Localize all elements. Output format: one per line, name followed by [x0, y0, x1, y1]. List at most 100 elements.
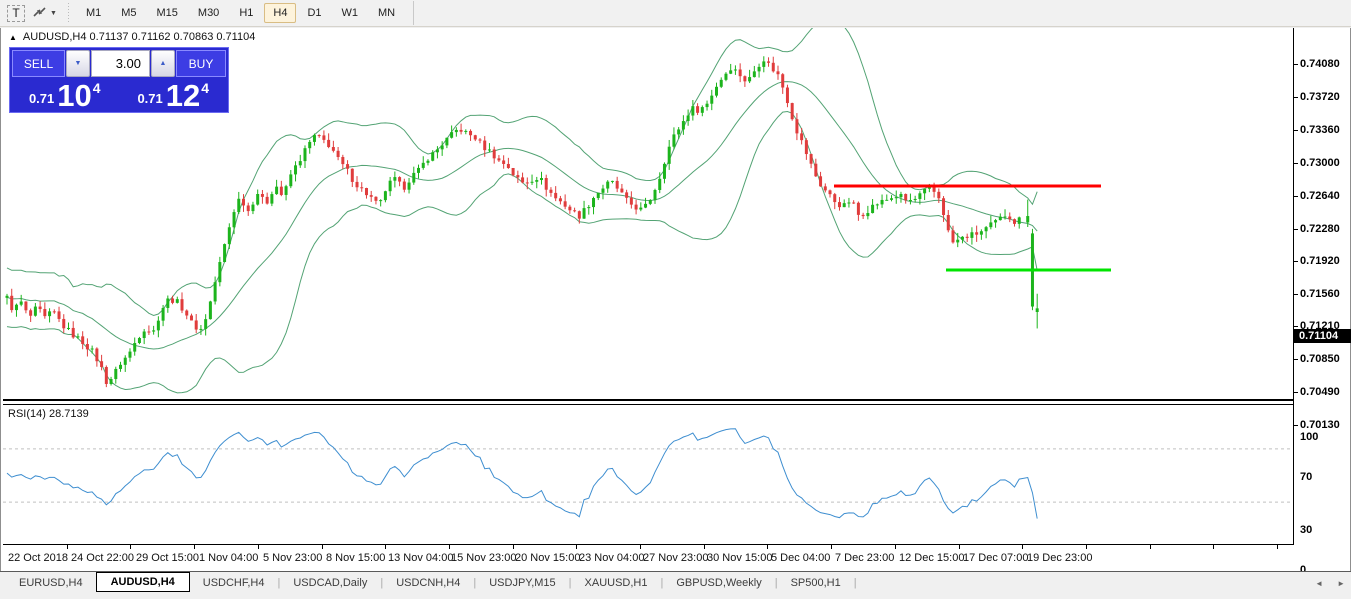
date-label: 19 Dec 23:00 — [1027, 552, 1093, 564]
date-tick — [958, 545, 960, 549]
price-tick — [1294, 392, 1298, 394]
collapse-panel-icon[interactable]: ▲ — [9, 32, 17, 42]
date-label: 22 Oct 2018 — [8, 552, 68, 564]
tab-separator: | — [473, 576, 477, 589]
chart-title-text: AUDUSD,H4 0.71137 0.71162 0.70863 0.7110… — [22, 31, 256, 43]
date-axis[interactable]: 22 Oct 2018 24 Oct 22:00 29 Oct 15:00 1 Nov… — [3, 545, 1293, 571]
chart-window: ▲ AUDUSD,H4 0.71137 0.71162 0.70863 0.71… — [0, 28, 1351, 576]
timeframe-button-D1[interactable]: D1 — [307, 7, 322, 19]
date-label: 30 Nov 15:00 — [707, 552, 773, 564]
tab-separator: | — [660, 576, 664, 589]
price-tick — [1294, 64, 1298, 65]
tab-usdcnh-h4[interactable]: USDCNH,H4 — [396, 576, 461, 589]
date-tick — [1149, 545, 1151, 549]
sell-price-big: 10 — [57, 78, 92, 113]
date-tick — [767, 545, 769, 549]
one-click-trade-panel: SELL ▼ 3.00 ▲ BUY 0.71 10 4 0.71 12 4 — [9, 47, 229, 113]
date-label: 29 Oct 15:00 — [136, 552, 199, 564]
tab-separator: | — [568, 576, 572, 589]
scroll-left-icon[interactable]: ◄ — [1315, 578, 1324, 588]
tab-xauusd-h1[interactable]: XAUUSD,H1 — [584, 576, 648, 589]
date-tick — [385, 545, 387, 549]
date-label: 17 Dec 07:00 — [963, 552, 1029, 564]
style-arrows-button[interactable]: ▼ — [32, 2, 57, 24]
tab-usdchf-h4[interactable]: USDCHF,H4 — [202, 576, 265, 589]
timeframe-button-M5[interactable]: M5 — [121, 7, 137, 19]
price-tick — [1294, 326, 1298, 328]
tab-separator: | — [774, 576, 778, 589]
date-label: 13 Nov 04:00 — [388, 552, 454, 564]
date-label: 20 Nov 15:00 — [515, 552, 581, 564]
tab-separator: | — [277, 576, 281, 589]
date-label: 24 Oct 22:00 — [71, 552, 134, 564]
scroll-right-icon[interactable]: ► — [1337, 578, 1345, 588]
status-strip — [0, 593, 1351, 599]
timeframe-group: M1 M5 M15 M30 H1 H4 D1 W1 MN — [76, 3, 405, 23]
date-tick — [1085, 545, 1087, 549]
date-label: 27 Nov 23:00 — [643, 552, 709, 564]
tab-eurusd-h4[interactable]: EURUSD,H4 — [19, 576, 83, 589]
price-tick — [1294, 359, 1298, 361]
tab-usdjpy-m15[interactable]: USDJPY,M15 — [489, 576, 556, 589]
price-tick — [1294, 228, 1298, 230]
buy-price-sup: 4 — [201, 80, 210, 96]
chart-tab-bar: EURUSD,H4 AUDUSD,H4 USDCHF,H4 | USDCAD,Daily… — [0, 571, 1351, 593]
timeframe-button-M1[interactable]: M1 — [85, 7, 102, 19]
sell-price[interactable]: 0.71 10 4 — [12, 78, 118, 112]
date-tick — [894, 545, 896, 549]
text-tool-button[interactable]: T — [4, 2, 28, 24]
price-label: 0.70490 — [1300, 386, 1340, 399]
volume-input[interactable]: 3.00 — [91, 50, 150, 77]
date-tick — [640, 545, 641, 549]
date-tick — [194, 545, 196, 549]
buy-price[interactable]: 0.71 12 4 — [121, 78, 227, 112]
date-tick — [1277, 545, 1278, 549]
price-tick — [1294, 261, 1298, 263]
pane-splitter[interactable] — [3, 400, 1293, 401]
main-price-chart[interactable] — [3, 28, 1293, 400]
volume-decrease-button[interactable]: ▼ — [66, 50, 90, 77]
date-tick — [831, 545, 833, 549]
date-tick — [576, 545, 578, 549]
sell-button[interactable]: SELL — [12, 50, 65, 77]
toolbar-separator — [413, 1, 415, 25]
bollinger-bands — [6, 28, 1038, 394]
timeframe-button-W1[interactable]: W1 — [341, 7, 359, 19]
date-tick — [512, 545, 514, 549]
date-label: 7 Dec 23:00 — [835, 552, 895, 564]
timeframe-button-MN[interactable]: MN — [378, 7, 396, 19]
date-tick — [321, 545, 323, 549]
price-tick — [1294, 129, 1298, 131]
rsi-axis-label: 0 — [1300, 564, 1307, 576]
tab-sp500-h1[interactable]: SP500,H1 — [790, 576, 841, 589]
buy-price-big: 12 — [165, 78, 201, 113]
timeframe-button-M15[interactable]: M15 — [156, 7, 178, 19]
tab-separator: | — [380, 576, 384, 589]
date-tick — [1213, 545, 1215, 549]
price-label: 0.71920 — [1300, 255, 1340, 268]
date-tick — [130, 545, 132, 549]
top-toolbar: T ▼ M1 M5 M15 M30 H1 H4 D1 W1 MN — [0, 0, 1351, 27]
date-tick — [448, 545, 450, 549]
date-label: 23 Nov 04:00 — [579, 552, 645, 564]
tab-usdcad-daily[interactable]: USDCAD,Daily — [293, 576, 368, 589]
candles-series — [5, 56, 1039, 388]
timeframe-button-H4[interactable]: H4 — [264, 3, 297, 23]
volume-increase-button[interactable]: ▲ — [151, 50, 175, 77]
rsi-indicator-chart[interactable] — [3, 405, 1293, 544]
rsi-label: RSI(14) 28.7139 — [8, 408, 89, 420]
rsi-axis-label: 100 — [1300, 431, 1319, 443]
timeframe-button-H1[interactable]: H1 — [239, 7, 254, 19]
price-tick — [1294, 294, 1298, 296]
current-price-marker: 0.71104 — [1294, 328, 1351, 343]
tab-gbpusd-weekly[interactable]: GBPUSD,Weekly — [676, 576, 762, 589]
buy-button[interactable]: BUY — [176, 50, 226, 77]
price-tick — [1294, 195, 1298, 197]
rsi-axis-label: 70 — [1300, 470, 1313, 483]
tab-audusd-h4[interactable]: AUDUSD,H4 — [95, 572, 190, 592]
style-arrows-icon — [32, 5, 47, 22]
date-label: 12 Dec 15:00 — [899, 552, 965, 564]
timeframe-button-M30[interactable]: M30 — [197, 7, 220, 19]
sell-price-small: 0.71 — [28, 91, 55, 106]
price-label: 0.70130 — [1300, 419, 1340, 431]
